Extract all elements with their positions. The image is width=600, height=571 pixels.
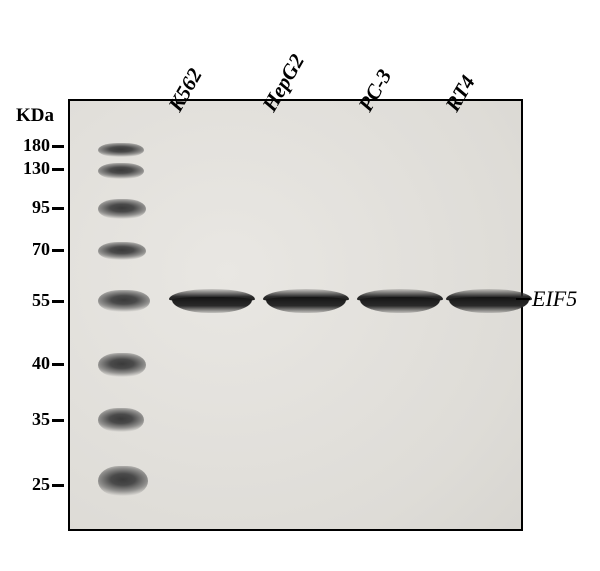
target-tick	[516, 298, 530, 300]
target-label: EIF5	[532, 286, 577, 312]
mw-tick	[52, 207, 64, 210]
ladder-band	[98, 408, 144, 432]
blot-canvas: KDa 180130957055403525 K562HepG2PC-3RT4 …	[0, 0, 600, 571]
mw-label: 70	[8, 239, 50, 260]
ladder-band	[98, 290, 150, 312]
ladder-band	[98, 163, 144, 179]
mw-unit-label: KDa	[16, 105, 54, 127]
ladder-band	[98, 199, 146, 219]
mw-tick	[52, 484, 64, 487]
sample-band	[263, 289, 349, 313]
ladder-band	[98, 143, 144, 157]
mw-tick	[52, 168, 64, 171]
mw-tick	[52, 300, 64, 303]
sample-band	[357, 289, 443, 313]
ladder-band	[98, 242, 146, 260]
mw-tick	[52, 145, 64, 148]
mw-label: 130	[8, 158, 50, 179]
mw-label: 40	[8, 353, 50, 374]
mw-label: 95	[8, 197, 50, 218]
mw-label: 180	[8, 135, 50, 156]
mw-label: 35	[8, 409, 50, 430]
mw-tick	[52, 419, 64, 422]
mw-tick	[52, 363, 64, 366]
mw-label: 55	[8, 290, 50, 311]
ladder-band	[98, 466, 148, 496]
sample-band	[169, 289, 255, 313]
mw-label: 25	[8, 474, 50, 495]
mw-tick	[52, 249, 64, 252]
sample-band	[446, 289, 532, 313]
ladder-band	[98, 353, 146, 377]
